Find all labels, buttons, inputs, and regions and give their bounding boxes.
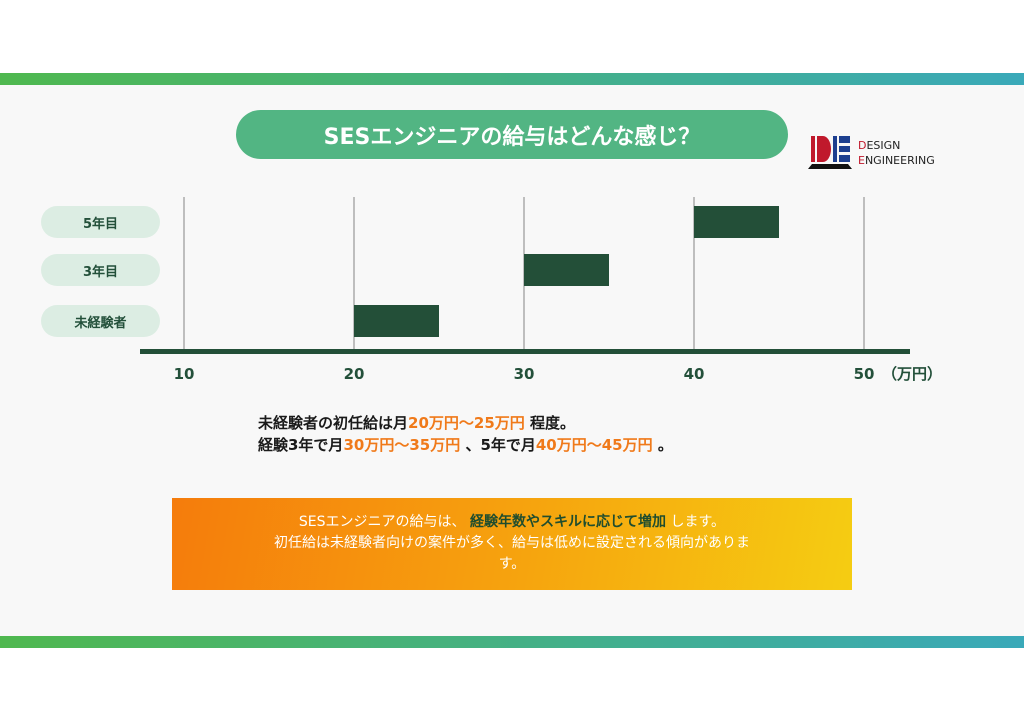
row-label-3years: 3年目 [41,254,160,286]
description: 未経験者の初任給は月20万円～25万円 程度。 経験3年で月30万円～35万円 … [258,414,673,454]
logo: DESIGN ENGINEERING [808,136,958,172]
salary-chart: 10 20 30 40 50 （万円） [140,197,942,383]
logo-mark-icon [808,136,852,169]
bar-2 [354,305,439,337]
x-tick-label: 20 [344,365,365,383]
x-unit-label: （万円） [882,365,942,383]
summary-box: SESエンジニアの給与は、 経験年数やスキルに応じて増加 します。 初任給は未経… [172,498,852,590]
x-tick-label: 30 [514,365,535,383]
top-stripe [0,73,1024,85]
x-tick-label: 50 [854,365,875,383]
row-label-5years: 5年目 [41,206,160,238]
logo-text: DESIGN ENGINEERING [858,139,935,167]
bar-0 [694,206,779,238]
x-tick-label: 40 [684,365,705,383]
x-axis-line [140,349,910,354]
x-tick-label: 10 [174,365,195,383]
bottom-stripe [0,636,1024,648]
slide-title: SESエンジニアの給与はどんな感じ？ [236,110,788,159]
bar-1 [524,254,609,286]
row-label-inexperienced: 未経験者 [41,305,160,337]
